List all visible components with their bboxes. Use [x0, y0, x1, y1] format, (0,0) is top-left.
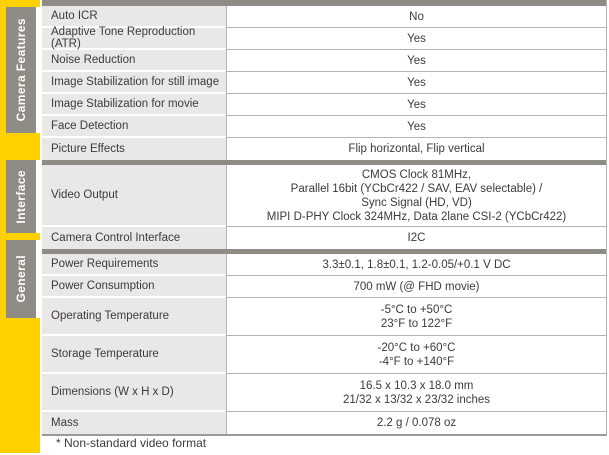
spec-label-cell: Storage Temperature — [42, 336, 226, 374]
table-row: Picture Effects Flip horizontal, Flip ve… — [42, 138, 606, 160]
spec-value-cell: Yes — [226, 50, 606, 72]
table-row: Noise Reduction Yes — [42, 50, 606, 72]
spec-label-cell: Camera Control Interface — [42, 227, 226, 249]
table-row: Mass 2.2 g / 0.078 oz — [42, 412, 606, 434]
table-row: Power Requirements 3.3±0.1, 1.8±0.1, 1.2… — [42, 254, 606, 276]
table-row: Auto ICR No — [42, 6, 606, 28]
value-line: Sync Signal (HD, VD) — [361, 196, 472, 209]
section-label-text: Interface — [14, 169, 28, 224]
spec-label-cell: Noise Reduction — [42, 50, 226, 72]
spec-value-cell: No — [226, 6, 606, 28]
spec-label-cell: Video Output — [42, 165, 226, 227]
spec-value-cell: 16.5 x 10.3 x 18.0 mm 21/32 x 13/32 x 23/… — [226, 374, 606, 412]
section-label-text: Camera Features — [14, 18, 28, 122]
spec-value-cell: 2.2 g / 0.078 oz — [226, 412, 606, 434]
section-label-box-inner: Interface — [6, 160, 36, 233]
table-bottom-border — [42, 434, 606, 436]
table-row: Dimensions (W x H x D) 16.5 x 10.3 x 18.… — [42, 374, 606, 412]
value-line: 700 mW (@ FHD movie) — [353, 280, 480, 293]
spec-label-cell: Image Stabilization for movie — [42, 94, 226, 116]
table-row: Image Stabilization for still image Yes — [42, 72, 606, 94]
section-divider-bar — [42, 249, 606, 254]
table-row: Adaptive Tone Reproduction (ATR) Yes — [42, 26, 606, 50]
spec-value-cell: Yes — [226, 72, 606, 94]
value-line: Yes — [407, 54, 426, 67]
spec-label-cell: Auto ICR — [42, 6, 226, 28]
spec-label-cell: Image Stabilization for still image — [42, 72, 226, 94]
section-label-box: Interface — [6, 160, 40, 233]
spec-value-cell: -5°C to +50°C 23°F to 122°F — [226, 298, 606, 336]
value-line: CMOS Clock 81MHz, — [361, 168, 472, 181]
value-line: -5°C to +50°C — [380, 303, 453, 316]
section-divider-bar — [42, 160, 606, 165]
value-line: MIPI D-PHY Clock 324MHz, Data 2lane CSI-… — [266, 210, 567, 223]
spec-value-cell: Flip horizontal, Flip vertical — [226, 138, 606, 160]
spec-label-cell: Operating Temperature — [42, 298, 226, 336]
spec-value-cell: Yes — [226, 28, 606, 50]
table-row: Storage Temperature -20°C to +60°C -4°F t… — [42, 336, 606, 374]
section-divider-bar — [42, 0, 606, 6]
value-line: -4°F to +140°F — [378, 355, 455, 368]
spec-label-cell: Dimensions (W x H x D) — [42, 374, 226, 412]
spec-value-cell: CMOS Clock 81MHz, Parallel 16bit (YCbCr42… — [226, 165, 606, 227]
value-line: Parallel 16bit (YCbCr422 / SAV, EAV sele… — [290, 182, 543, 195]
value-line: Yes — [407, 32, 426, 45]
spec-table: Auto ICR No Adaptive Tone Reproduction (… — [42, 0, 607, 436]
section-label-box-inner: General — [6, 240, 36, 318]
spec-value-cell: I2C — [226, 227, 606, 249]
value-line: -20°C to +60°C — [377, 341, 456, 354]
spec-value-cell: Yes — [226, 116, 606, 138]
spec-value-cell: 700 mW (@ FHD movie) — [226, 276, 606, 298]
table-row: Camera Control Interface I2C — [42, 227, 606, 249]
value-line: 2.2 g / 0.078 oz — [376, 417, 457, 429]
value-line: Yes — [407, 98, 426, 111]
table-row: Power Consumption 700 mW (@ FHD movie) — [42, 276, 606, 298]
value-line: 16.5 x 10.3 x 18.0 mm — [359, 379, 474, 392]
spec-label-cell: Mass — [42, 412, 226, 434]
section-label-box: Camera Features — [6, 7, 40, 133]
table-row: Video Output CMOS Clock 81MHz, Parallel 1… — [42, 165, 606, 227]
spec-label-cell: Picture Effects — [42, 138, 226, 160]
table-row: Operating Temperature -5°C to +50°C 23°F … — [42, 298, 606, 336]
section-label-box-inner: Camera Features — [6, 7, 36, 133]
spec-label-cell: Power Consumption — [42, 276, 226, 298]
spec-label-cell: Face Detection — [42, 116, 226, 138]
value-line: I2C — [407, 232, 426, 244]
section-label-text: General — [14, 255, 28, 303]
value-line: No — [409, 10, 424, 23]
value-line: Flip horizontal, Flip vertical — [348, 143, 485, 155]
spec-value-cell: 3.3±0.1, 1.8±0.1, 1.2-0.05/+0.1 V DC — [226, 254, 606, 276]
table-row: Image Stabilization for movie Yes — [42, 94, 606, 116]
spec-label-cell: Power Requirements — [42, 254, 226, 276]
table-row: Face Detection Yes — [42, 116, 606, 138]
section-label-box: General — [6, 240, 40, 318]
value-line: Yes — [407, 76, 426, 89]
value-line: 3.3±0.1, 1.8±0.1, 1.2-0.05/+0.1 V DC — [322, 258, 511, 271]
spec-value-cell: -20°C to +60°C -4°F to +140°F — [226, 336, 606, 374]
footnote: * Non-standard video format — [56, 436, 207, 450]
value-line: 21/32 x 13/32 x 23/32 inches — [342, 393, 491, 406]
spec-value-cell: Yes — [226, 94, 606, 116]
value-line: Yes — [407, 120, 426, 133]
value-line: 23°F to 122°F — [380, 317, 453, 330]
spec-label-cell: Adaptive Tone Reproduction (ATR) — [42, 26, 226, 50]
